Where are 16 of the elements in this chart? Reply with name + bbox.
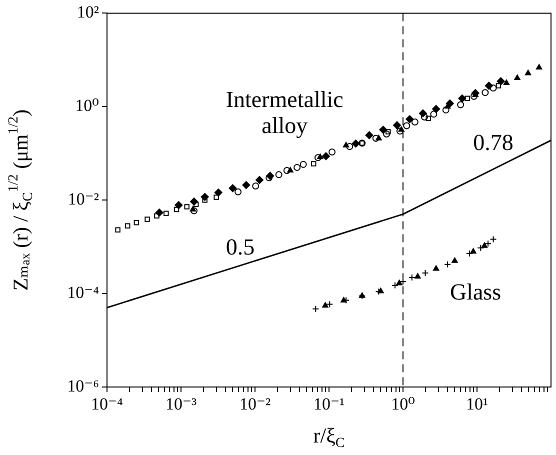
- annotation: Glass: [450, 280, 502, 305]
- y-tick-label: 10⁰: [75, 96, 100, 116]
- x-tick-label: 10⁻³: [165, 394, 197, 414]
- annotation: 0.5: [226, 234, 255, 260]
- x-tick-label: 10¹: [466, 394, 488, 414]
- annotation: 0.78: [473, 130, 514, 156]
- y-tick-label: 10⁻⁶: [67, 376, 100, 396]
- x-tick-label: 10⁻⁴: [91, 394, 124, 414]
- x-tick-label: 10⁻¹: [313, 394, 345, 414]
- y-tick-label: 10²: [76, 2, 99, 22]
- annotation: Intermetallic alloy: [226, 87, 344, 138]
- y-tick-label: 10⁻²: [68, 190, 99, 209]
- x-tick-label: 10⁻²: [239, 394, 271, 414]
- x-tick-label: 10⁰: [391, 394, 416, 414]
- y-axis-title: Zₘₐₓ (r) / ξC1/2 (μm1/2): [6, 109, 36, 291]
- y-tick-label: 10⁻⁴: [67, 283, 100, 302]
